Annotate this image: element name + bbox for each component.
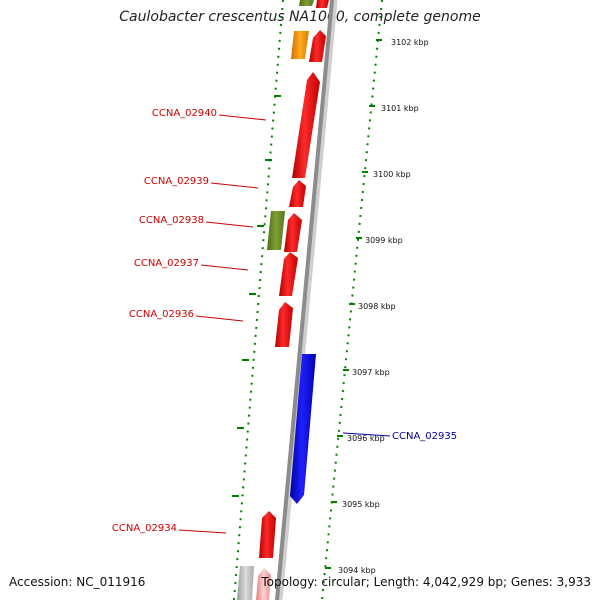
feature-green-top <box>299 0 314 6</box>
outer-tick-marks <box>325 39 382 569</box>
gene-red-top <box>316 0 329 8</box>
tick-label: 3102 kbp <box>391 38 429 47</box>
feature-orange <box>291 31 309 59</box>
inner-dotted-ring <box>233 0 284 600</box>
gene-ccna-02938[interactable] <box>284 213 302 252</box>
backbone-line <box>275 0 334 600</box>
tick-label: 3101 kbp <box>381 104 419 113</box>
gene-ccna-02936[interactable] <box>275 302 293 347</box>
gene-ccna-02934[interactable] <box>259 511 276 558</box>
gene-label-ccna-02938[interactable]: CCNA_02938 <box>139 215 204 226</box>
accession-text: Accession: NC_011916 <box>9 575 146 589</box>
feature-green-02938 <box>267 211 285 250</box>
tick-label: 3097 kbp <box>352 368 390 377</box>
gene-label-ccna-02935[interactable]: CCNA_02935 <box>392 431 457 442</box>
tick-label: 3096 kbp <box>347 434 385 443</box>
gene-red-small-top <box>309 30 326 62</box>
gene-labels: CCNA_02940 CCNA_02939 CCNA_02938 CCNA_02… <box>112 108 457 534</box>
tick-label: 3100 kbp <box>373 170 411 179</box>
gene-label-ccna-02940[interactable]: CCNA_02940 <box>152 108 217 119</box>
tick-label: 3094 kbp <box>338 566 376 575</box>
features <box>237 0 329 600</box>
tick-labels: 3102 kbp 3101 kbp 3100 kbp 3099 kbp 3098… <box>338 38 429 575</box>
map-title: Caulobacter crescentus NA1000, complete … <box>119 9 481 25</box>
genome-summary-text: Topology: circular; Length: 4,042,929 bp… <box>261 575 591 589</box>
gene-label-ccna-02939[interactable]: CCNA_02939 <box>144 176 209 187</box>
gene-ccna-02940[interactable] <box>292 72 320 178</box>
tick-label: 3095 kbp <box>342 500 380 509</box>
gene-label-ccna-02934[interactable]: CCNA_02934 <box>112 523 177 534</box>
gene-label-ccna-02937[interactable]: CCNA_02937 <box>134 258 199 269</box>
gene-ccna-02935[interactable] <box>290 354 316 504</box>
label-leaders <box>178 114 391 534</box>
tick-label: 3099 kbp <box>365 236 403 245</box>
tick-label: 3098 kbp <box>358 302 396 311</box>
feature-grey-bottom <box>237 566 254 600</box>
outer-dotted-ring <box>321 0 383 600</box>
feature-pink-bottom <box>256 568 271 600</box>
gene-ccna-02937[interactable] <box>279 252 298 296</box>
gene-label-ccna-02936[interactable]: CCNA_02936 <box>129 309 194 320</box>
gene-ccna-02939[interactable] <box>289 180 306 207</box>
inner-ticks <box>232 95 281 497</box>
